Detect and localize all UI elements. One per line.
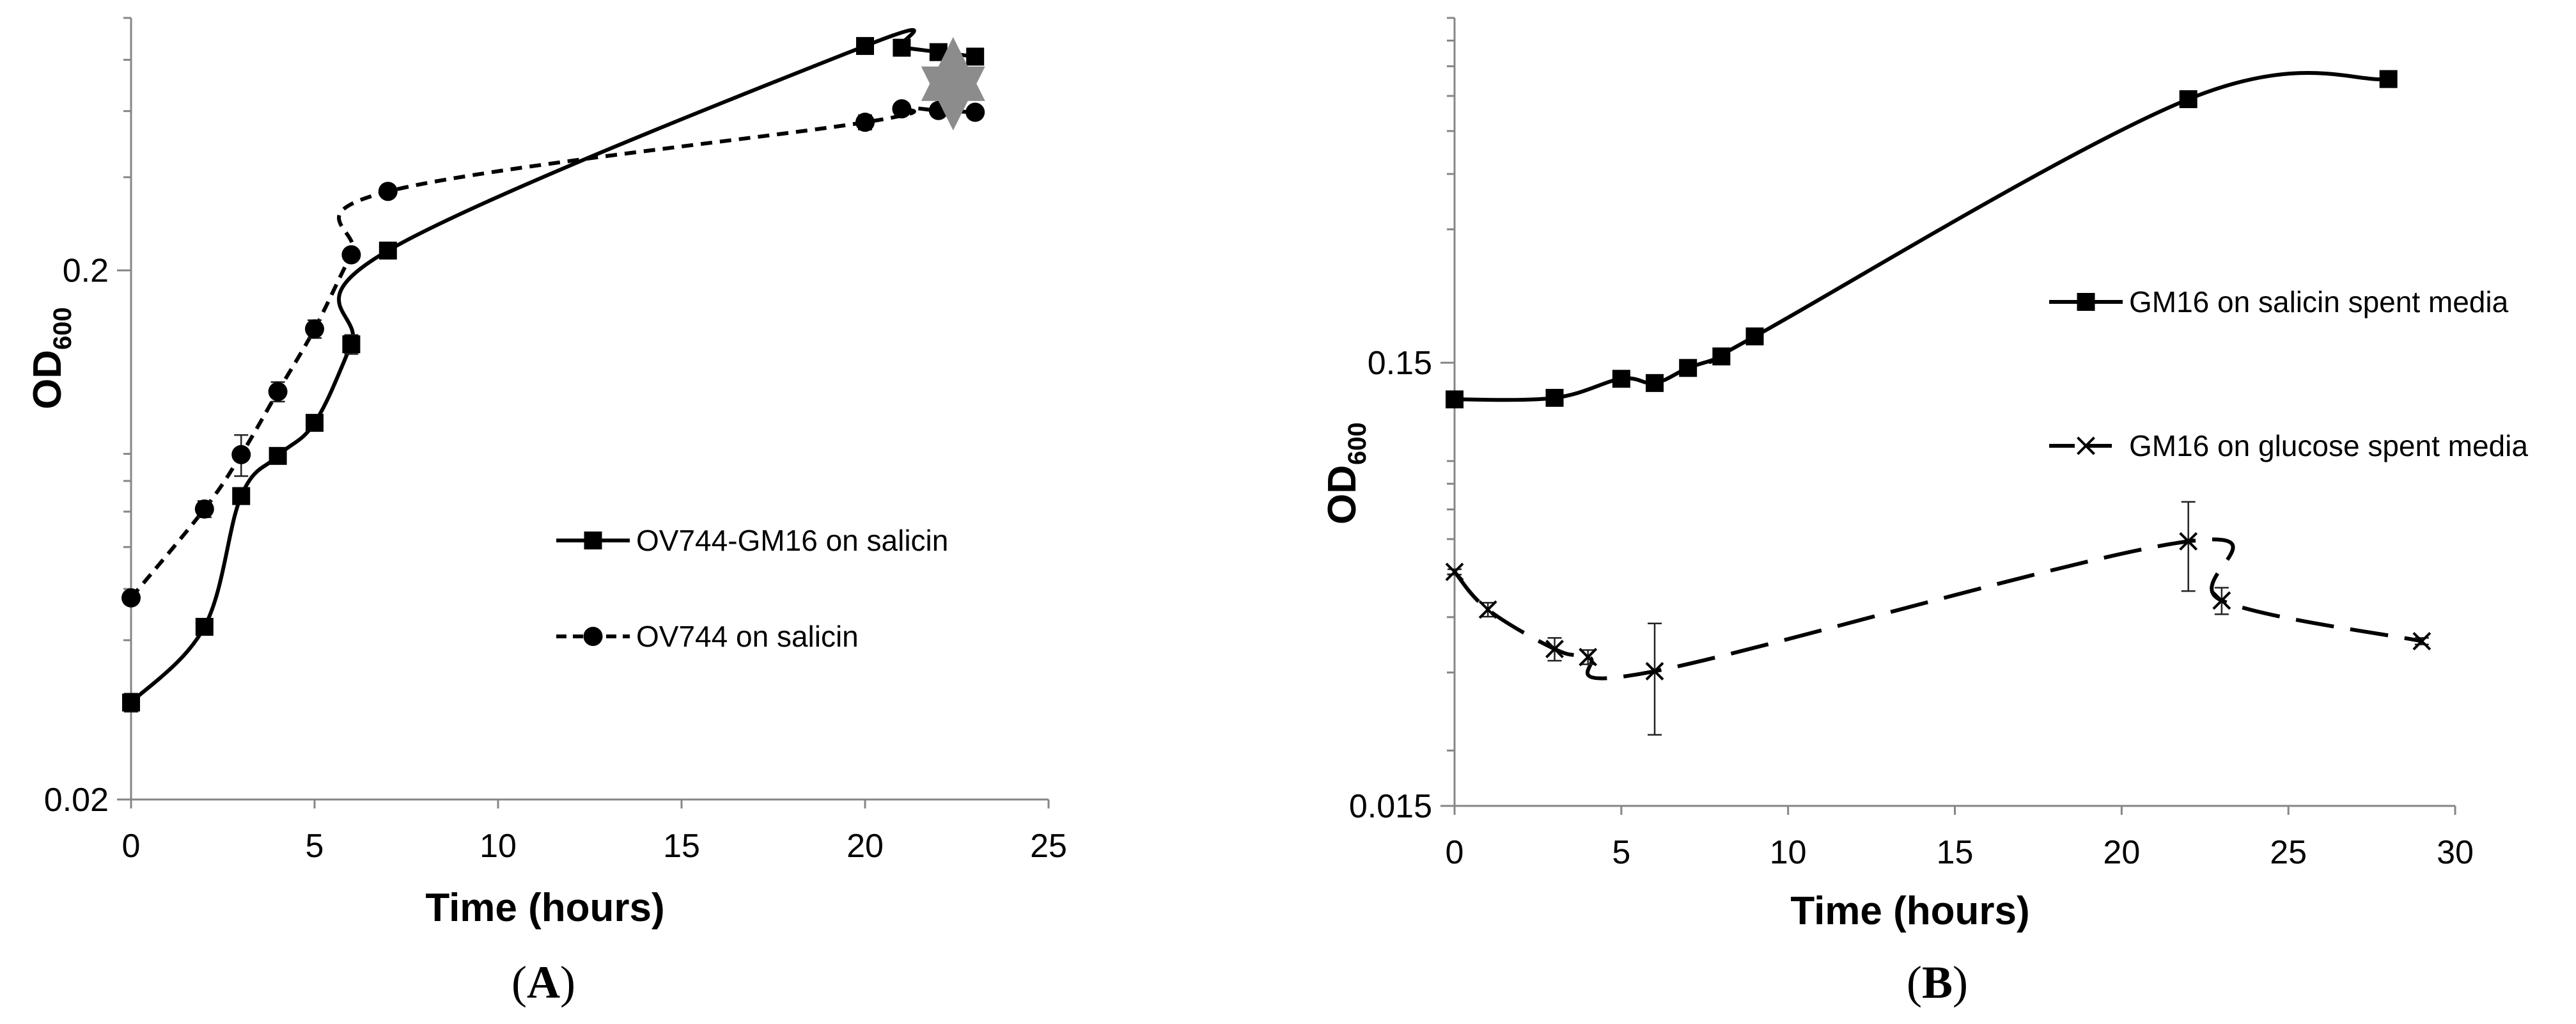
panel-label-letter: A	[527, 957, 560, 1008]
x-axis-title: Time (hours)	[1790, 889, 2029, 933]
x-tick-label: 10	[1770, 834, 1807, 871]
x-tick-label: 15	[1937, 834, 1974, 871]
x-tick-label: 0	[1446, 834, 1464, 871]
x-tick-label: 25	[1030, 828, 1067, 865]
x-tick-label: 5	[306, 828, 324, 865]
data-point	[342, 335, 361, 354]
series-2	[1445, 501, 2432, 736]
y-axis-title-main: OD	[26, 350, 70, 409]
x-tick-label: 20	[847, 828, 884, 865]
data-point	[379, 241, 397, 260]
data-point	[122, 693, 140, 712]
data-point	[2179, 90, 2197, 109]
x-tick-label: 10	[480, 828, 517, 865]
legend-label: GM16 on glucose spent media	[2129, 429, 2528, 462]
x-tick-label: 30	[2437, 834, 2474, 871]
y-axis-title-main: OD	[1320, 465, 1364, 524]
legend-label: OV744-GM16 on salicin	[636, 524, 948, 557]
panel-label-paren: )	[560, 957, 575, 1008]
data-point	[378, 182, 398, 201]
data-point	[855, 113, 875, 132]
series-line	[1453, 537, 2423, 681]
data-point	[341, 245, 361, 265]
y-axis-title-subscript: 600	[49, 307, 77, 350]
y-axis-title: OD600	[1320, 422, 1371, 524]
data-point	[2179, 532, 2198, 551]
series-line	[1454, 71, 2389, 402]
data-point	[928, 100, 948, 120]
y-tick-label: 0.2	[63, 253, 109, 290]
data-point	[1478, 600, 1497, 619]
data-point	[965, 102, 985, 122]
data-point	[1646, 374, 1664, 392]
panel-a-chart: 0 5 10 15 20 25 0.02 0.2 Time (hours) OD600 (A) OV7…	[26, 17, 1067, 1008]
x-tick-label: 15	[663, 828, 700, 865]
data-point	[1745, 327, 1764, 345]
legend-label: OV744 on salicin	[636, 620, 859, 653]
legend-marker	[2077, 436, 2095, 455]
data-point	[194, 499, 214, 519]
panel-label-paren: )	[1953, 957, 1968, 1008]
x-tick-label: 20	[2103, 834, 2140, 871]
series-line	[129, 28, 976, 704]
data-point	[268, 382, 288, 402]
data-point	[1545, 389, 1564, 407]
data-point	[929, 43, 948, 61]
panel-label-paren: (	[511, 957, 527, 1008]
data-point	[966, 47, 985, 66]
panel-label: (B)	[1907, 957, 1968, 1008]
panel-b-chart: 0 5 10 15 20 25 30 0.015 0.15 Time (hours) OD600 (B…	[1320, 17, 2528, 1008]
y-tick-label: 0.015	[1349, 788, 1432, 825]
data-point	[1645, 662, 1664, 681]
data-point	[1579, 647, 1598, 666]
x-tick-label: 0	[122, 828, 141, 865]
error-bar	[1648, 622, 1662, 736]
legend-marker	[584, 532, 602, 549]
data-point	[1445, 562, 1464, 581]
data-point	[269, 446, 287, 465]
x-tick-label: 5	[1612, 834, 1630, 871]
panel-label-letter: B	[1922, 957, 1953, 1008]
panel-label-paren: (	[1907, 957, 1922, 1008]
y-axis-title: OD600	[26, 307, 77, 409]
data-point	[232, 487, 251, 505]
data-point	[2379, 70, 2398, 88]
data-point	[306, 414, 324, 432]
series-1	[1446, 70, 2398, 409]
data-point	[2212, 591, 2231, 610]
data-point	[1612, 370, 1630, 388]
data-point	[195, 618, 214, 636]
data-point	[893, 38, 911, 57]
data-point	[231, 445, 251, 464]
y-tick-label: 0.02	[44, 782, 109, 819]
data-point	[2412, 632, 2432, 650]
error-bar	[2181, 501, 2196, 592]
legend-marker	[2077, 293, 2095, 311]
data-point	[1545, 640, 1564, 659]
legend-label: GM16 on salicin spent media	[2129, 285, 2509, 319]
data-point	[1712, 347, 1731, 366]
y-tick-label: 0.15	[1368, 345, 1432, 382]
y-axis-title-subscript: 600	[1343, 422, 1371, 465]
data-point	[856, 36, 874, 55]
data-point	[892, 99, 912, 119]
data-point	[1679, 359, 1698, 377]
data-point	[305, 319, 324, 339]
series-1	[122, 28, 985, 713]
data-point	[121, 588, 141, 608]
legend-marker	[583, 627, 603, 646]
x-tick-label: 25	[2270, 834, 2307, 871]
panel-label: (A)	[511, 957, 575, 1008]
data-point	[1446, 390, 1464, 409]
x-axis-title: Time (hours)	[425, 886, 664, 930]
